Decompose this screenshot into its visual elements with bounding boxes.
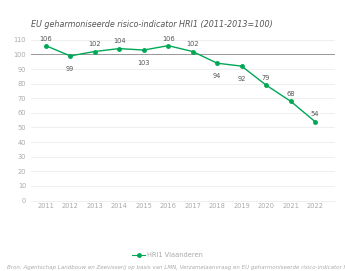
Text: 68: 68 [286,91,295,97]
Text: 99: 99 [66,66,75,72]
Text: 94: 94 [213,73,221,79]
Text: Bron: Agentschap Landbouw en Zeevisserij op basis van LMN, Verzamelaanvraag en E: Bron: Agentschap Landbouw en Zeevisserij… [7,265,345,270]
Text: EU geharmoniseerde risico-indicator HRI1 (2011-2013=100): EU geharmoniseerde risico-indicator HRI1… [31,20,273,29]
Text: 92: 92 [237,76,246,82]
Text: 106: 106 [162,36,175,41]
Legend: HRI1 Vlaanderen: HRI1 Vlaanderen [129,250,206,261]
Text: 54: 54 [311,111,319,117]
Text: 102: 102 [88,41,101,47]
Text: 103: 103 [137,60,150,66]
Text: 79: 79 [262,75,270,81]
Text: 104: 104 [113,38,126,44]
Text: 106: 106 [39,36,52,41]
Text: 102: 102 [186,41,199,47]
